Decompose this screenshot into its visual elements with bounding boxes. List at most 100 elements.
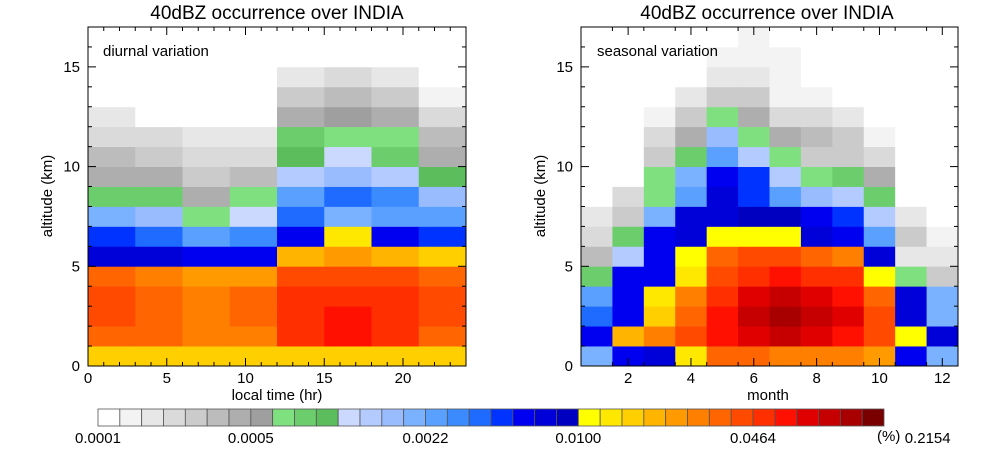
heatmap-cell xyxy=(88,306,136,327)
heatmap-cell xyxy=(581,46,613,68)
heatmap-cell xyxy=(926,126,959,148)
colorbar-unit-label: (%) xyxy=(877,428,900,445)
heatmap-cell xyxy=(229,146,278,167)
x-tick-label: 10 xyxy=(237,370,254,387)
heatmap-cell xyxy=(88,206,136,227)
heatmap-cell xyxy=(895,46,927,68)
heatmap-cell xyxy=(135,226,183,247)
heatmap-cell xyxy=(832,66,865,88)
heatmap-cell xyxy=(706,326,739,347)
heatmap-cell xyxy=(675,106,708,128)
heatmap-cell xyxy=(800,46,833,68)
heatmap-cell xyxy=(832,306,865,327)
y-tick-label: 0 xyxy=(565,358,573,375)
heatmap-cell xyxy=(675,66,708,88)
heatmap-cell xyxy=(863,46,896,68)
heatmap-cell xyxy=(769,346,802,367)
heatmap-cell xyxy=(738,186,770,207)
colorbar-swatches xyxy=(97,408,885,427)
heatmap-cell xyxy=(324,106,372,128)
heatmap-cell xyxy=(581,166,613,187)
heatmap-cell xyxy=(88,66,136,88)
heatmap-cell xyxy=(706,206,739,227)
heatmap-cell xyxy=(738,66,770,88)
heatmap-cell xyxy=(895,246,927,267)
heatmap-cell xyxy=(895,126,927,148)
heatmap-cell xyxy=(88,166,136,187)
heatmap-cell xyxy=(229,106,278,128)
heatmap-cell xyxy=(738,86,770,108)
heatmap-cell xyxy=(371,326,420,347)
heatmap-cell xyxy=(926,346,959,367)
heatmap-cell xyxy=(895,206,927,227)
colorbar-swatch xyxy=(206,408,230,427)
heatmap-cell xyxy=(895,286,927,307)
colorbar-swatch xyxy=(534,408,557,427)
colorbar-swatch xyxy=(141,408,164,427)
colorbar-swatch xyxy=(839,408,863,427)
heatmap-cell xyxy=(926,106,959,128)
heatmap-cell xyxy=(675,46,708,68)
heatmap-cell xyxy=(88,226,136,247)
heatmap-cell xyxy=(135,286,183,307)
heatmap-cell xyxy=(418,206,467,227)
colorbar-tick-label: 0.2154 xyxy=(905,430,951,447)
x-tick-label: 12 xyxy=(934,370,951,387)
heatmap-cell xyxy=(581,206,613,227)
y-tick-label: 15 xyxy=(556,59,573,76)
heatmap-cell xyxy=(371,286,420,307)
heatmap-cell xyxy=(277,106,325,128)
heatmap-cell xyxy=(277,46,325,68)
heatmap-cell xyxy=(182,46,231,68)
heatmap-cell xyxy=(706,86,739,108)
heatmap-cell xyxy=(418,286,467,307)
heatmap-cell xyxy=(277,306,325,327)
heatmap-cell xyxy=(182,286,231,307)
heatmap-cell xyxy=(418,166,467,187)
y-tick-label: 15 xyxy=(63,59,80,76)
heatmap-cell xyxy=(738,206,770,227)
heatmap-cell xyxy=(371,246,420,267)
heatmap-cell xyxy=(738,286,770,307)
heatmap-cell xyxy=(769,126,802,148)
axis-ticks-seasonal: 2 4 6 8 10 12 0 5 10 15 xyxy=(556,26,959,387)
heatmap-cell xyxy=(675,326,708,347)
heatmap-cell xyxy=(863,106,896,128)
heatmap-cell xyxy=(769,266,802,287)
heatmap-cell xyxy=(863,306,896,327)
colorbar-tick-label: 0.0005 xyxy=(228,430,274,447)
heatmap-cell xyxy=(135,246,183,267)
y-axis-label-diurnal: altitude (km) xyxy=(39,155,56,238)
heatmap-cell xyxy=(643,66,676,88)
annotation-seasonal: seasonal variation xyxy=(597,43,718,60)
heatmap-cell xyxy=(926,27,959,48)
heatmap-cell xyxy=(135,266,183,287)
heatmap-cell xyxy=(863,346,896,367)
colorbar-swatch xyxy=(184,408,208,427)
heatmap-cell xyxy=(643,186,676,207)
heatmap-cell xyxy=(135,27,183,48)
heatmap-cell xyxy=(675,186,708,207)
heatmap-cell xyxy=(612,106,645,128)
heatmap-cell xyxy=(277,126,325,148)
heatmap-cell xyxy=(135,206,183,227)
heatmap-cell xyxy=(612,206,645,227)
heatmap-cell xyxy=(182,106,231,128)
heatmap-cell xyxy=(581,306,613,327)
heatmap-cell xyxy=(135,166,183,187)
heatmap-cell xyxy=(643,286,676,307)
heatmap-cells-seasonal xyxy=(581,27,959,367)
colorbar-swatch xyxy=(774,408,798,427)
heatmap-cell xyxy=(800,146,833,167)
heatmap-cell xyxy=(229,306,278,327)
heatmap-cell xyxy=(182,146,231,167)
heatmap-cell xyxy=(324,146,372,167)
heatmap-cell xyxy=(324,286,372,307)
heatmap-cell xyxy=(706,286,739,307)
heatmap-cell xyxy=(324,27,372,48)
heatmap-cell xyxy=(418,126,467,148)
axis-ticks-diurnal: 0 5 10 15 20 0 5 10 15 xyxy=(63,26,467,387)
heatmap-cell xyxy=(926,226,959,247)
heatmap-cell xyxy=(863,266,896,287)
